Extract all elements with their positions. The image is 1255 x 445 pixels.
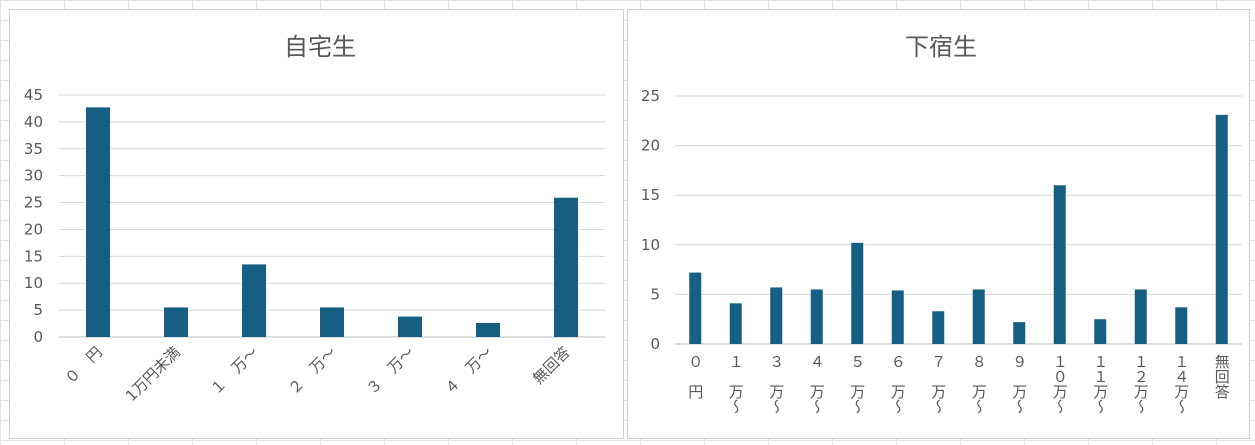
- y-tick-label: 5: [33, 301, 43, 319]
- chart-title: 下宿生: [905, 33, 977, 61]
- bar: [891, 290, 904, 344]
- y-tick-label: 20: [24, 220, 43, 238]
- x-category-label: 無回答: [529, 343, 574, 388]
- y-tick-label: 35: [24, 140, 43, 158]
- bar: [164, 307, 188, 337]
- x-category-label: ０ 円: [61, 343, 106, 388]
- x-category-label: ４ 万〜: [808, 354, 826, 414]
- bar: [242, 264, 266, 337]
- bar: [932, 311, 945, 344]
- y-tick-label: 0: [33, 328, 43, 346]
- bar: [476, 323, 500, 337]
- y-tick-label: 10: [24, 274, 43, 292]
- y-tick-label: 40: [24, 113, 43, 131]
- x-category-label: １４万〜: [1172, 354, 1190, 414]
- bar: [770, 287, 783, 344]
- chart-title: 自宅生: [284, 33, 356, 61]
- y-tick-label: 45: [24, 86, 43, 104]
- bar: [320, 307, 344, 337]
- bar: [554, 197, 578, 337]
- chart-geshukusei: 下宿生 0 5 10 15 20 25 ０ 円 １ 万〜 ３ 万〜 ４ 万〜 ５ 万〜 ６ 万〜 ７ 万〜…: [641, 33, 1242, 414]
- y-tick-label: 15: [641, 186, 660, 204]
- y-tick-label: 15: [24, 247, 43, 265]
- chart-panel-geshukusei: 下宿生 0 5 10 15 20 25 ０ 円 １ 万〜 ３ 万〜 ４ 万〜 ５ 万〜 ６ 万〜 ７ 万〜…: [627, 9, 1250, 439]
- x-category-label: １２万〜: [1132, 354, 1150, 414]
- bar: [1134, 289, 1147, 344]
- x-category-label: ６ 万〜: [889, 354, 907, 414]
- bar: [398, 316, 422, 337]
- x-category-label: ７ 万〜: [929, 354, 947, 414]
- y-tick-label: 5: [650, 285, 660, 303]
- y-tick-label: 25: [641, 87, 660, 105]
- x-category-label: ３ 万〜: [767, 354, 785, 414]
- bar: [1215, 114, 1228, 345]
- y-tick-label: 25: [24, 194, 43, 212]
- x-category-label: １０万〜: [1051, 354, 1069, 414]
- y-tick-label: 20: [641, 137, 660, 155]
- x-category-label: ０ 円: [686, 354, 704, 400]
- x-category-label: ９ 万〜: [1010, 354, 1028, 414]
- x-category-label: １１万〜: [1091, 354, 1109, 414]
- chart-jitakusei: 自宅生 0 5 10 15 20 25 30 35 40 45 ０ 円 1万円未満 １ 万〜 ２ 万〜 ３ 万…: [24, 33, 605, 405]
- x-category-label: １ 万〜: [207, 343, 262, 398]
- bar: [851, 242, 864, 344]
- y-tick-label: 30: [24, 167, 43, 185]
- x-category-label: 1万円未満: [122, 343, 184, 405]
- x-category-label: ４ 万〜: [441, 343, 496, 398]
- x-category-label: ５ 万〜: [848, 354, 866, 414]
- x-category-label: ３ 万〜: [363, 343, 418, 398]
- x-category-label: １ 万〜: [727, 354, 745, 414]
- y-tick-label: 0: [650, 335, 660, 353]
- bar: [689, 272, 702, 344]
- bar: [972, 289, 985, 344]
- bar: [729, 303, 742, 344]
- x-category-label: ８ 万〜: [970, 354, 988, 414]
- y-tick-label: 10: [641, 236, 660, 254]
- bar: [1094, 319, 1107, 344]
- chart-panel-jitakusei: 自宅生 0 5 10 15 20 25 30 35 40 45 ０ 円 1万円未満 １ 万〜 ２ 万〜 ３ 万…: [9, 9, 624, 439]
- bar: [86, 107, 110, 337]
- bar: [1175, 307, 1188, 344]
- bar: [810, 289, 823, 344]
- bar: [1053, 185, 1066, 344]
- x-category-label: 無回答: [1213, 354, 1231, 399]
- bar: [1013, 322, 1026, 344]
- x-category-label: ２ 万〜: [285, 343, 340, 398]
